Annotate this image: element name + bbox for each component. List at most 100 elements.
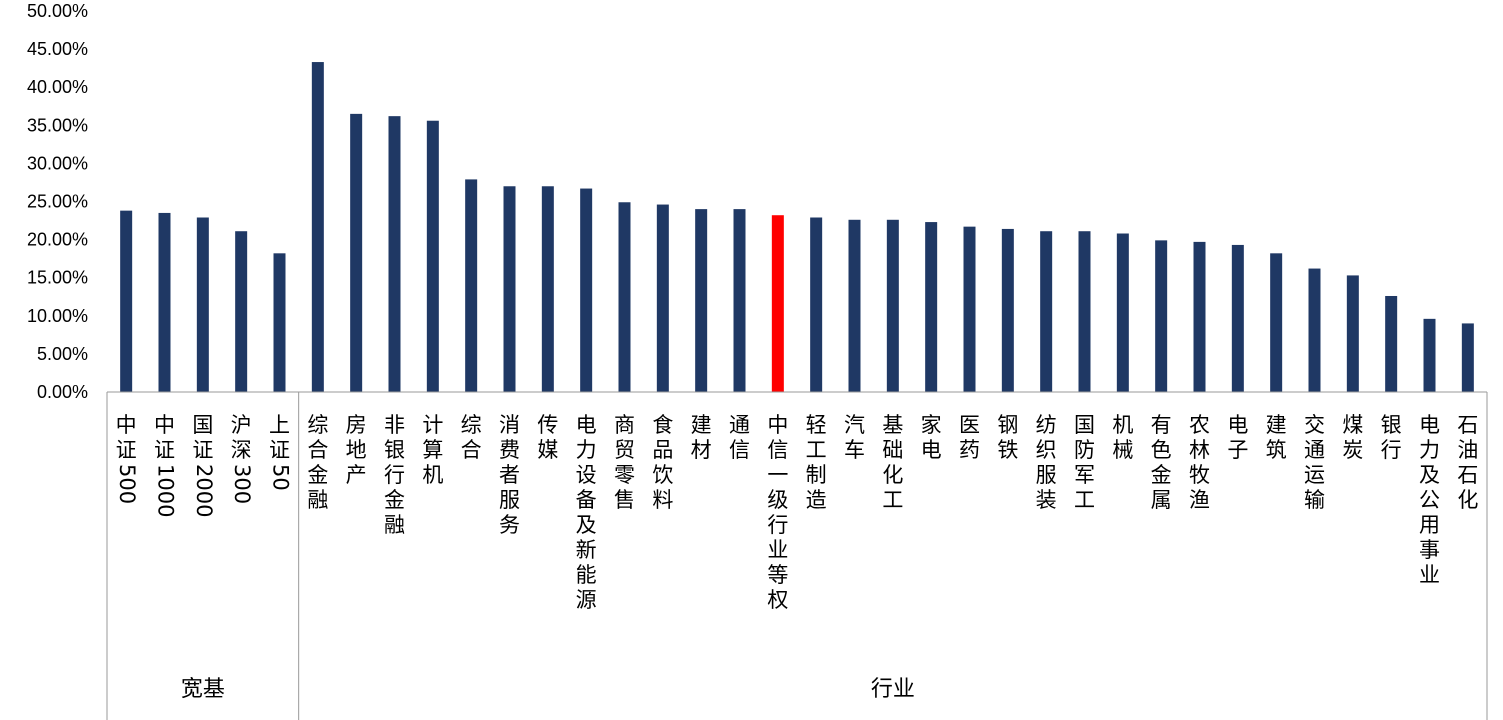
svg-text:业: 业: [767, 538, 788, 562]
svg-text:造: 造: [806, 488, 827, 512]
category-label: 综合: [461, 413, 482, 462]
bar-29: [1193, 241, 1206, 392]
svg-text:1000: 1000: [154, 464, 178, 517]
svg-text:500: 500: [115, 464, 139, 504]
bar-31: [1270, 253, 1283, 392]
bar-28: [1155, 240, 1168, 392]
svg-text:证: 证: [269, 438, 290, 462]
svg-text:轻: 轻: [806, 413, 827, 437]
svg-text:军: 军: [1074, 463, 1095, 487]
bar-30: [1231, 244, 1244, 392]
y-tick-label: 35.00%: [27, 115, 88, 135]
svg-text:合: 合: [307, 438, 328, 462]
svg-text:石: 石: [1457, 413, 1478, 437]
svg-text:证: 证: [116, 438, 137, 462]
svg-text:国: 国: [1074, 413, 1095, 437]
svg-text:源: 源: [576, 588, 597, 612]
category-label: 传媒: [537, 413, 558, 462]
svg-text:品: 品: [652, 438, 673, 462]
svg-text:服: 服: [499, 488, 520, 512]
svg-text:运: 运: [1304, 463, 1325, 487]
svg-text:备: 备: [576, 488, 597, 512]
svg-text:上: 上: [269, 413, 290, 437]
category-label: 电子: [1227, 413, 1248, 462]
svg-text:及: 及: [1419, 463, 1440, 487]
bar-34: [1385, 295, 1398, 392]
svg-text:信: 信: [767, 438, 788, 462]
svg-text:地: 地: [346, 438, 367, 462]
svg-text:车: 车: [844, 438, 865, 462]
category-label: 计算机: [422, 413, 443, 487]
svg-text:电: 电: [1419, 413, 1440, 437]
svg-text:交: 交: [1304, 413, 1325, 437]
svg-text:输: 输: [1304, 488, 1325, 512]
svg-text:建: 建: [691, 413, 712, 437]
svg-text:2000: 2000: [192, 464, 216, 517]
bar-25: [1040, 231, 1053, 392]
svg-text:化: 化: [1457, 488, 1478, 512]
svg-text:电: 电: [1227, 413, 1248, 437]
svg-text:融: 融: [307, 488, 328, 512]
svg-text:有: 有: [1151, 413, 1172, 437]
svg-text:费: 费: [499, 438, 520, 462]
svg-text:械: 械: [1112, 438, 1133, 462]
svg-text:化: 化: [882, 463, 903, 487]
bar-13: [580, 188, 593, 392]
svg-text:电: 电: [576, 413, 597, 437]
svg-text:证: 证: [192, 438, 213, 462]
x-axis: [106, 391, 1488, 720]
svg-text:产: 产: [346, 463, 367, 487]
category-label: 房地产: [346, 413, 367, 487]
svg-text:食: 食: [652, 413, 673, 437]
svg-text:等: 等: [767, 563, 788, 587]
y-tick-label: 25.00%: [27, 192, 88, 212]
svg-text:林: 林: [1189, 438, 1210, 462]
bar-27: [1116, 233, 1129, 392]
svg-text:50: 50: [269, 464, 293, 491]
bar-26: [1078, 231, 1091, 392]
svg-text:综: 综: [461, 413, 482, 437]
svg-text:钢: 钢: [997, 413, 1018, 437]
svg-text:行: 行: [384, 463, 405, 487]
svg-text:药: 药: [959, 438, 980, 462]
svg-text:权: 权: [767, 588, 788, 612]
category-label: 煤炭: [1342, 413, 1363, 462]
svg-text:用: 用: [1419, 513, 1440, 537]
y-axis: 50.00% 45.00% 40.00% 35.00% 30.00% 25.00% 20.0…: [27, 1, 88, 402]
svg-text:建: 建: [1266, 413, 1287, 437]
svg-text:机: 机: [1112, 413, 1133, 437]
svg-text:防: 防: [1074, 438, 1095, 462]
bar-21: [886, 219, 899, 392]
svg-text:石: 石: [1457, 463, 1478, 487]
y-tick-label: 40.00%: [27, 77, 88, 97]
svg-text:汽: 汽: [844, 413, 865, 437]
group-label: 宽基: [181, 677, 225, 702]
svg-text:电: 电: [921, 438, 942, 462]
svg-text:铁: 铁: [997, 438, 1018, 462]
svg-text:基: 基: [882, 413, 903, 437]
svg-text:中: 中: [154, 413, 175, 437]
bar-4: [235, 231, 248, 392]
bar-7: [350, 113, 363, 393]
bar-10: [465, 179, 478, 392]
svg-text:金: 金: [1151, 463, 1172, 487]
svg-text:综: 综: [307, 413, 328, 437]
svg-text:媒: 媒: [537, 438, 558, 462]
category-label: 建筑: [1266, 413, 1287, 462]
svg-text:售: 售: [614, 488, 635, 512]
category-labels: 中证500中证1000国证2000沪深300上证50综合金融房地产非银行金融计算…: [115, 413, 1478, 612]
category-label: 机械: [1112, 413, 1133, 462]
svg-text:零: 零: [614, 463, 635, 487]
